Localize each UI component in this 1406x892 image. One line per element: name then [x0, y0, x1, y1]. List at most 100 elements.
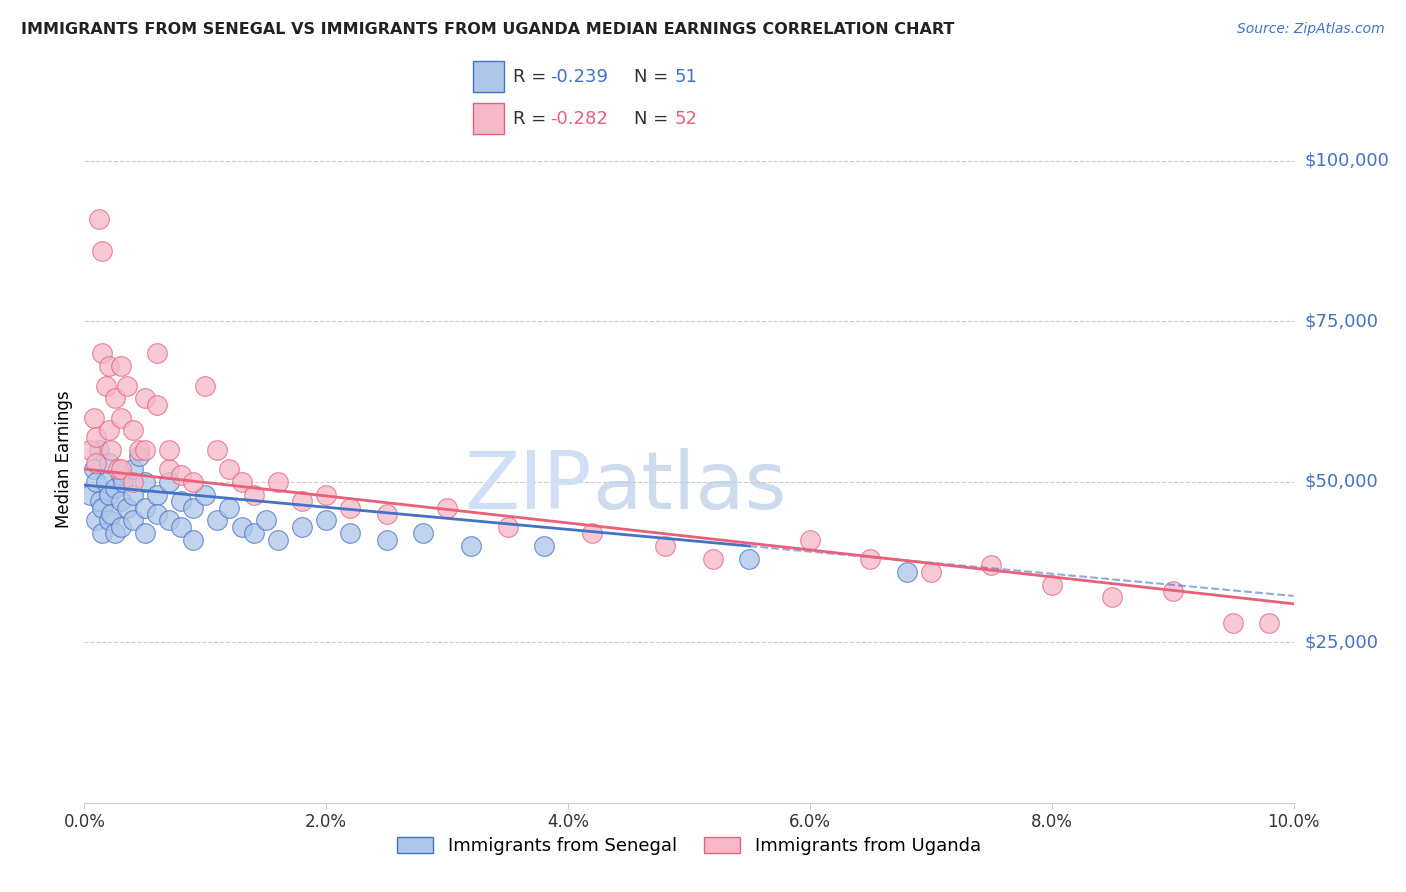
Point	[170, 494, 193, 508]
Point	[91, 500, 114, 515]
Point	[231, 520, 253, 534]
Point	[533, 539, 555, 553]
Point	[91, 346, 114, 360]
Point	[157, 513, 180, 527]
Point	[339, 500, 361, 515]
Point	[218, 462, 240, 476]
Point	[218, 500, 240, 515]
Point	[496, 520, 519, 534]
Point	[110, 468, 132, 483]
Point	[738, 552, 761, 566]
Point	[104, 481, 127, 495]
Point	[87, 211, 110, 226]
Point	[79, 442, 101, 457]
Point	[181, 500, 204, 515]
Point	[100, 442, 122, 457]
Point	[242, 488, 264, 502]
Point	[1161, 584, 1184, 599]
Point	[110, 462, 132, 476]
Legend: Immigrants from Senegal, Immigrants from Uganda: Immigrants from Senegal, Immigrants from…	[389, 830, 988, 863]
Point	[91, 526, 114, 541]
Point	[134, 392, 156, 406]
Point	[104, 392, 127, 406]
Point	[146, 398, 169, 412]
Text: Source: ZipAtlas.com: Source: ZipAtlas.com	[1237, 22, 1385, 37]
Text: R =: R =	[513, 68, 553, 86]
Point	[181, 475, 204, 489]
Point	[702, 552, 724, 566]
Point	[267, 475, 290, 489]
Point	[146, 346, 169, 360]
Text: ZIP: ZIP	[465, 448, 592, 526]
Point	[799, 533, 821, 547]
Point	[181, 533, 204, 547]
Y-axis label: Median Earnings: Median Earnings	[55, 391, 73, 528]
Text: $75,000: $75,000	[1305, 312, 1379, 330]
Point	[97, 424, 120, 438]
Point	[896, 565, 918, 579]
Point	[83, 410, 105, 425]
Point	[128, 442, 150, 457]
Point	[107, 462, 129, 476]
Point	[86, 456, 108, 470]
Point	[1258, 616, 1281, 631]
Point	[170, 520, 193, 534]
Point	[97, 456, 120, 470]
Point	[110, 359, 132, 374]
Text: $25,000: $25,000	[1305, 633, 1379, 651]
Point	[97, 513, 120, 527]
Point	[86, 430, 108, 444]
Text: -0.239: -0.239	[551, 68, 609, 86]
Point	[94, 475, 117, 489]
Text: IMMIGRANTS FROM SENEGAL VS IMMIGRANTS FROM UGANDA MEDIAN EARNINGS CORRELATION CH: IMMIGRANTS FROM SENEGAL VS IMMIGRANTS FR…	[21, 22, 955, 37]
Point	[194, 488, 217, 502]
Bar	[474, 103, 505, 134]
Point	[87, 442, 110, 457]
Point	[86, 475, 108, 489]
Point	[194, 378, 217, 392]
Point	[121, 488, 143, 502]
Point	[104, 526, 127, 541]
Point	[134, 500, 156, 515]
Point	[134, 442, 156, 457]
Point	[1222, 616, 1244, 631]
Point	[157, 475, 180, 489]
Point	[91, 244, 114, 258]
Point	[100, 507, 122, 521]
Point	[110, 410, 132, 425]
Text: 51: 51	[675, 68, 697, 86]
Point	[121, 475, 143, 489]
Text: -0.282: -0.282	[551, 110, 609, 128]
Point	[291, 520, 314, 534]
Point	[654, 539, 676, 553]
Point	[134, 526, 156, 541]
Text: atlas: atlas	[592, 448, 786, 526]
Point	[436, 500, 458, 515]
Point	[110, 520, 132, 534]
Point	[460, 539, 482, 553]
Point	[315, 488, 337, 502]
Text: 52: 52	[675, 110, 697, 128]
Point	[115, 500, 138, 515]
Point	[112, 475, 135, 489]
Point	[86, 513, 108, 527]
Point	[412, 526, 434, 541]
Point	[128, 449, 150, 463]
Point	[83, 462, 105, 476]
Point	[89, 494, 111, 508]
Bar	[474, 61, 505, 92]
Point	[267, 533, 290, 547]
Point	[315, 513, 337, 527]
Point	[291, 494, 314, 508]
Point	[157, 462, 180, 476]
Point	[110, 494, 132, 508]
Point	[1040, 577, 1063, 591]
Point	[1101, 591, 1123, 605]
Point	[339, 526, 361, 541]
Point	[859, 552, 882, 566]
Point	[375, 533, 398, 547]
Point	[97, 359, 120, 374]
Text: N =: N =	[634, 68, 673, 86]
Text: $50,000: $50,000	[1305, 473, 1378, 491]
Point	[121, 513, 143, 527]
